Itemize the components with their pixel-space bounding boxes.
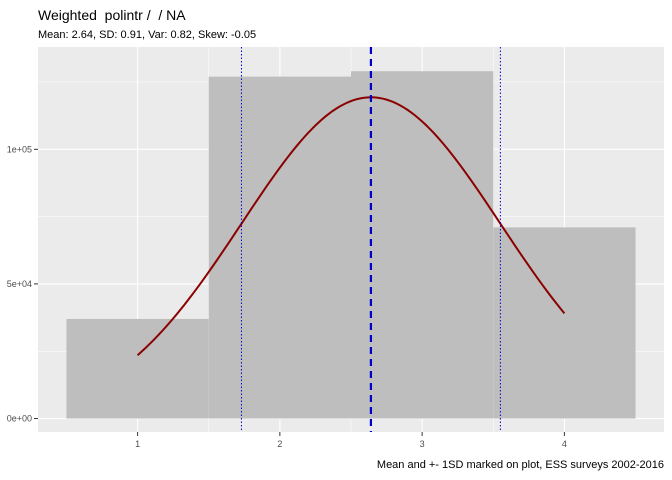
y-tick-label: 1e+05 — [7, 144, 32, 154]
y-tick-label: 0e+00 — [7, 414, 32, 424]
bar-4 — [493, 227, 636, 419]
chart-subtitle: Mean: 2.64, SD: 0.91, Var: 0.82, Skew: -… — [38, 29, 257, 41]
bar-3 — [351, 71, 494, 419]
y-tick-label: 5e+04 — [7, 279, 32, 289]
x-tick-label: 4 — [562, 439, 567, 449]
bar-1 — [66, 318, 209, 419]
x-axis: 1 2 3 4 — [135, 432, 567, 449]
chart-caption: Mean and +- 1SD marked on plot, ESS surv… — [376, 459, 664, 471]
histogram-bars — [66, 71, 636, 419]
x-tick-label: 3 — [420, 439, 425, 449]
density-curve-layer — [136, 96, 566, 356]
bar-2 — [208, 76, 351, 419]
reference-lines — [240, 47, 501, 432]
density-curve — [136, 96, 566, 356]
x-tick-label: 1 — [135, 439, 140, 449]
x-tick-label: 2 — [277, 439, 282, 449]
chart-title: Weighted polintr / / NA — [38, 7, 186, 23]
y-axis: 0e+00 5e+04 1e+05 — [7, 144, 38, 424]
